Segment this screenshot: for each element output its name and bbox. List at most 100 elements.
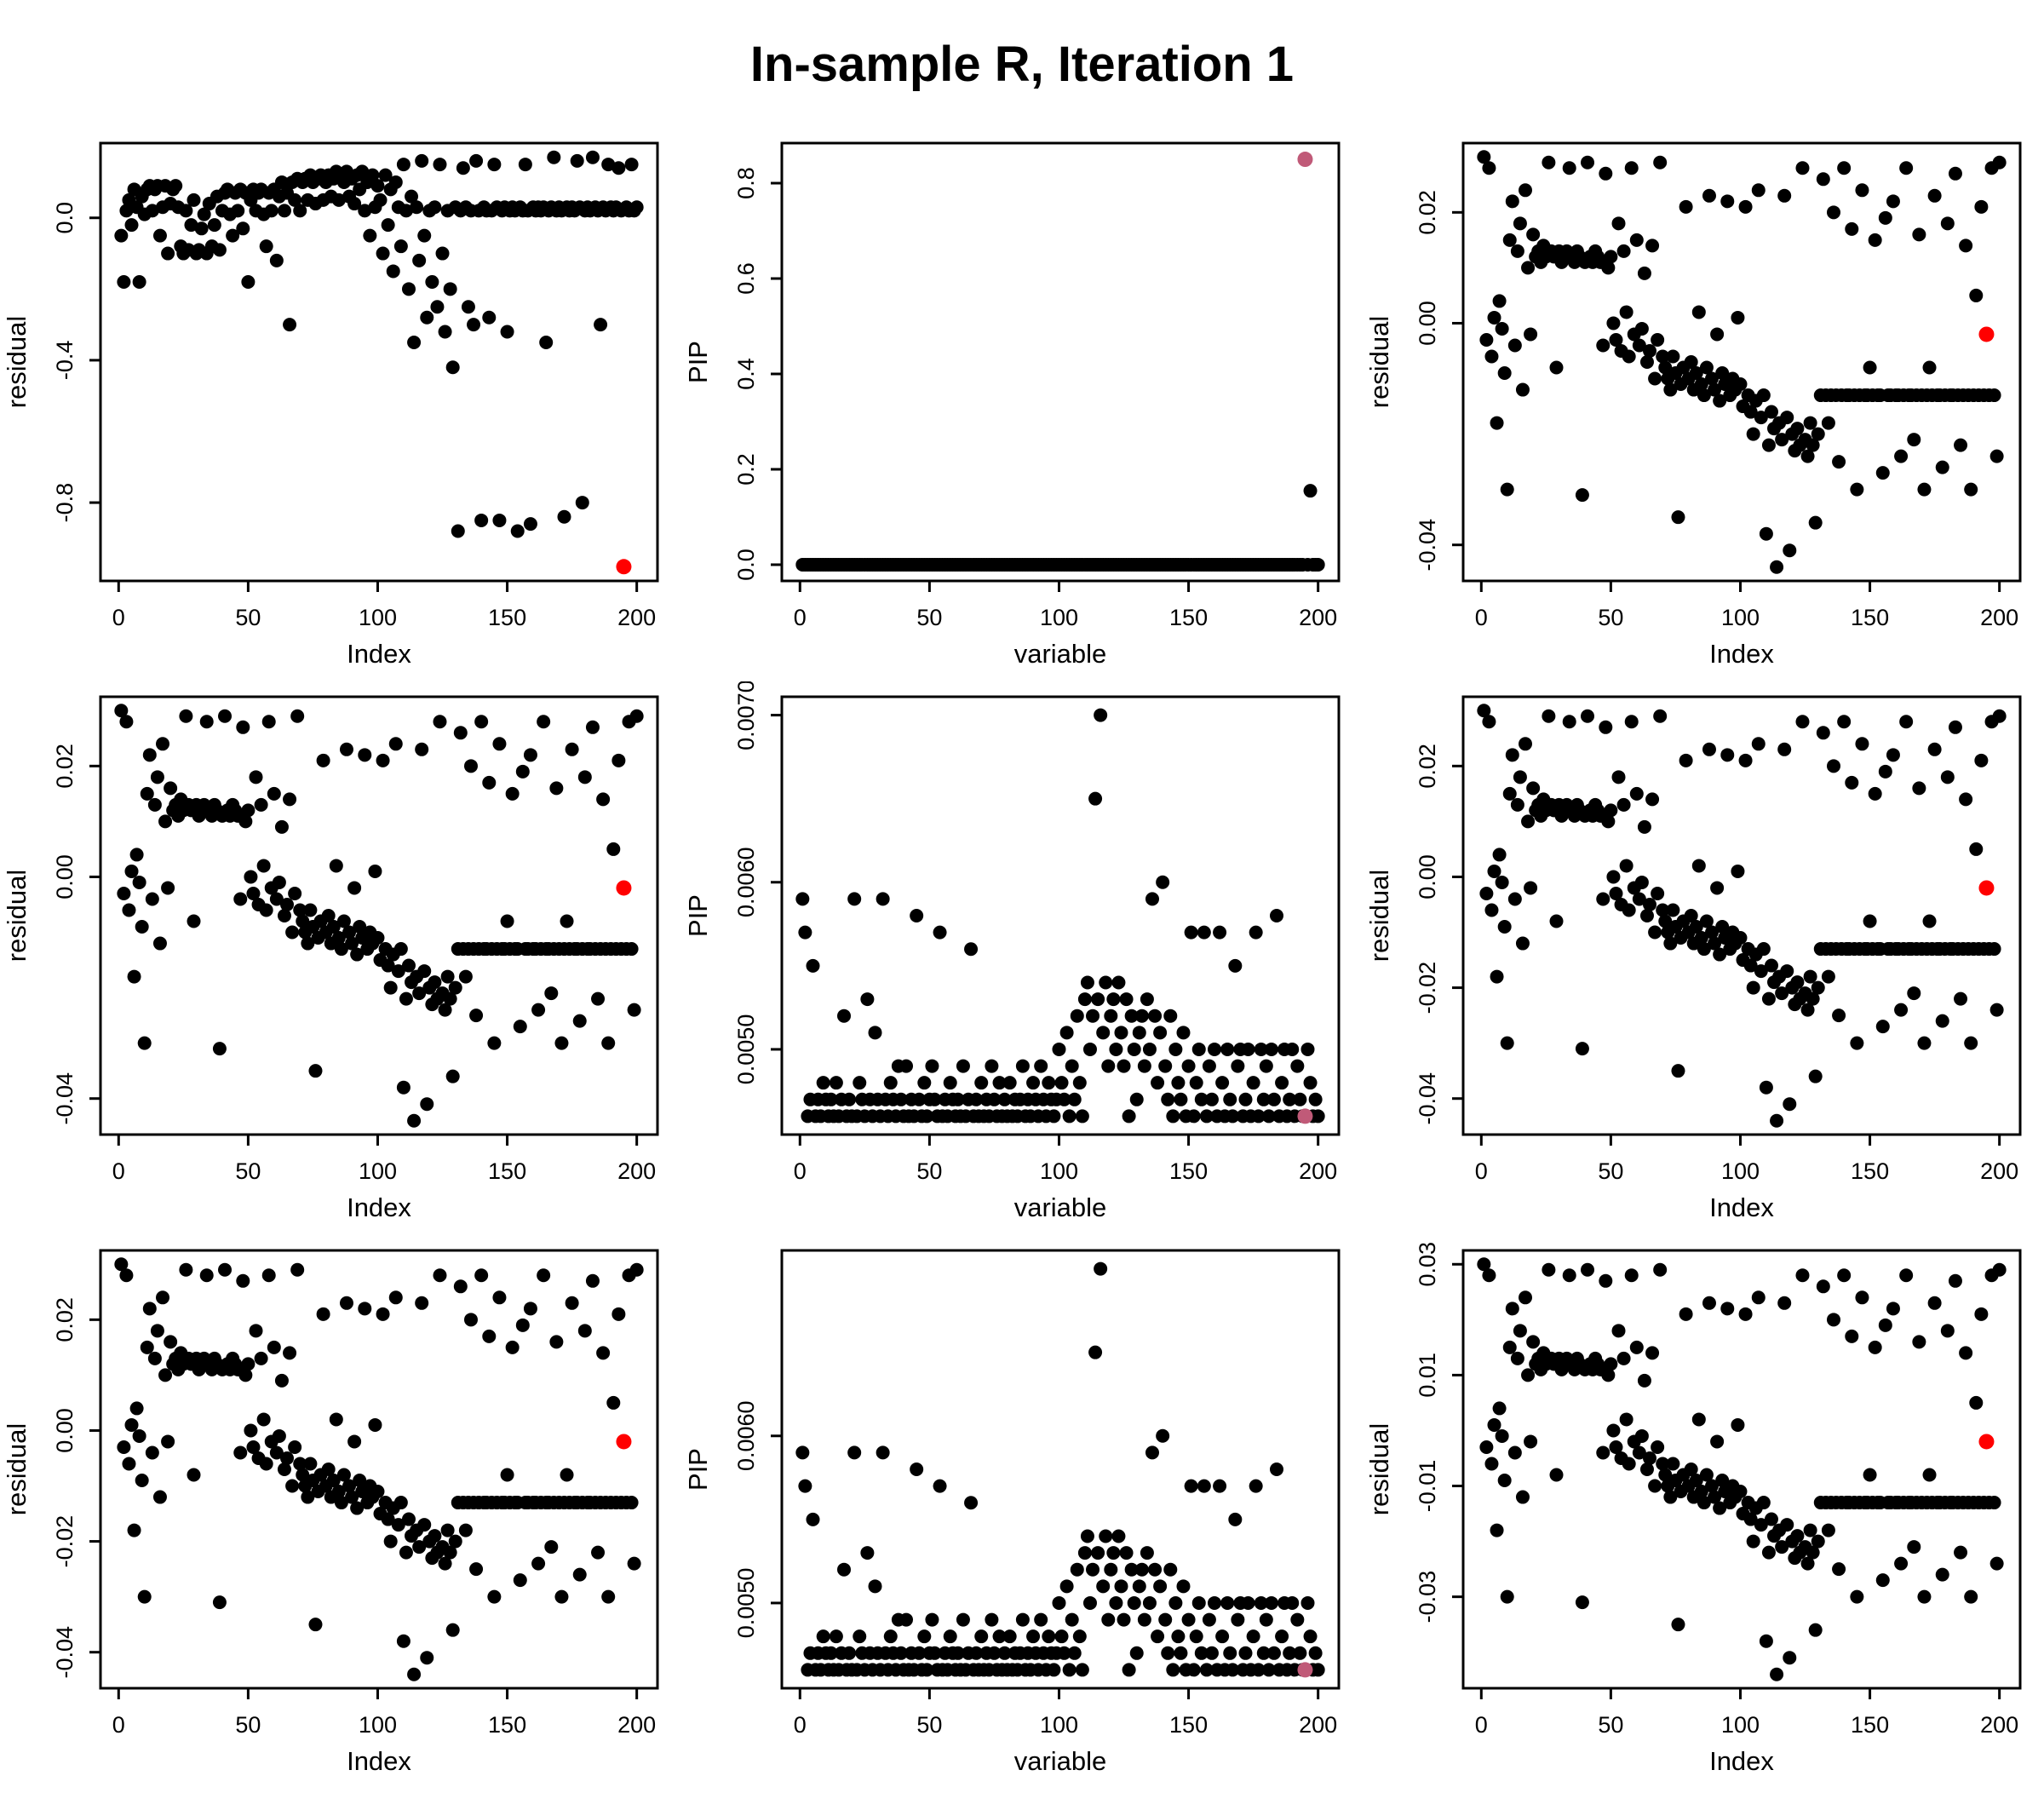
x-tick-label: 100 xyxy=(359,1158,397,1184)
x-tick-label: 50 xyxy=(1598,605,1623,630)
y-tick-label: 0.03 xyxy=(1415,1242,1440,1287)
x-axis: 0 50 100 150 200 xyxy=(1475,1135,2018,1184)
data-points xyxy=(1477,1257,2007,1681)
highlight-point xyxy=(1978,880,1995,896)
x-axis-label: Index xyxy=(1709,1746,1774,1776)
x-axis: 0 50 100 150 200 xyxy=(1475,581,2018,630)
x-tick-label: 0 xyxy=(112,1158,125,1184)
plot-residual-vs-index-1: 0 50 100 150 200 0.0 -0.4 -0.8 Index residual xyxy=(0,128,681,681)
scatter-canvas-residual-vs-index-4: 0 50 100 150 200 0.02 0.00 -0.02 -0.04 Index resid… xyxy=(1364,695,2022,1222)
data-points xyxy=(114,704,644,1128)
y-tick-label: 0.00 xyxy=(1415,301,1440,346)
y-tick-label: 0.00 xyxy=(52,1408,78,1453)
x-tick-label: 200 xyxy=(1299,1158,1337,1184)
x-tick-label: 100 xyxy=(1721,1158,1760,1184)
y-axis-label: residual xyxy=(2,870,32,963)
y-tick-label: -0.04 xyxy=(52,1626,78,1679)
scatter-canvas-residual-vs-index-1: 0 50 100 150 200 0.0 -0.4 -0.8 Index residual xyxy=(2,141,659,669)
y-tick-label: 0.02 xyxy=(1415,190,1440,235)
plot-box xyxy=(1461,141,2022,583)
x-axis: 0 50 100 150 200 xyxy=(112,1688,656,1738)
highlight-point xyxy=(616,559,632,575)
scatter-canvas-pip-vs-variable-1: 0 50 100 150 200 0.0 0.2 0.4 0.6 0.8 variable PIP xyxy=(683,141,1341,669)
x-tick-label: 50 xyxy=(916,605,942,630)
plot-box xyxy=(780,141,1341,583)
y-axis-label: PIP xyxy=(683,894,713,937)
highlight-point xyxy=(1978,326,1995,342)
x-tick-label: 0 xyxy=(1475,1158,1488,1184)
x-tick-label: 150 xyxy=(488,1712,526,1738)
plot-box xyxy=(780,1249,1341,1690)
y-tick-label: 0.2 xyxy=(733,453,759,486)
x-tick-label: 150 xyxy=(1851,1158,1889,1184)
y-axis: 0.0050 0.0060 xyxy=(733,1400,782,1638)
x-tick-label: 150 xyxy=(1169,1712,1208,1738)
x-tick-label: 200 xyxy=(617,1712,656,1738)
data-points xyxy=(114,150,644,574)
scatter-canvas-residual-vs-index-6: 0 50 100 150 200 0.03 0.01 -0.01 -0.03 Index resid… xyxy=(1364,1242,2022,1776)
x-axis: 0 50 100 150 200 xyxy=(112,581,656,630)
x-tick-label: 200 xyxy=(1299,605,1337,630)
x-axis-label: variable xyxy=(1014,1746,1107,1776)
plot-box xyxy=(780,695,1341,1136)
highlight-point xyxy=(1978,1434,1995,1450)
y-tick-label: 0.0 xyxy=(733,549,759,581)
x-tick-label: 0 xyxy=(112,1712,125,1738)
y-axis: 0.0050 0.0060 0.0070 xyxy=(733,680,782,1084)
data-points xyxy=(1477,704,2007,1128)
x-axis: 0 50 100 150 200 xyxy=(794,581,1337,630)
x-tick-label: 100 xyxy=(359,1712,397,1738)
x-tick-label: 100 xyxy=(359,605,397,630)
scatter-canvas-pip-vs-variable-3: 0 50 100 150 200 0.0050 0.0060 variable PIP xyxy=(683,1249,1341,1776)
x-tick-label: 0 xyxy=(794,1158,807,1184)
y-tick-label: 0.6 xyxy=(733,262,759,295)
x-axis: 0 50 100 150 200 xyxy=(794,1688,1337,1738)
y-tick-label: 0.0050 xyxy=(733,1568,759,1639)
y-tick-label: 0.0060 xyxy=(733,847,759,917)
plot-pip-vs-variable-3: 0 50 100 150 200 0.0050 0.0060 variable PIP xyxy=(681,1235,1363,1789)
x-tick-label: 50 xyxy=(916,1712,942,1738)
y-axis: 0.02 0.00 -0.04 xyxy=(52,744,100,1124)
y-tick-label: -0.4 xyxy=(52,341,78,381)
y-tick-label: 0.0070 xyxy=(733,681,759,750)
chart-title: In-sample R, Iteration 1 xyxy=(749,36,1295,92)
scatter-canvas-residual-vs-index-3: 0 50 100 150 200 0.02 0.00 -0.04 Index residual xyxy=(2,695,659,1222)
x-tick-label: 200 xyxy=(1980,1712,2018,1738)
plot-grid: 0 50 100 150 200 0.0 -0.4 -0.8 Index residual 0 50 1… xyxy=(0,128,2044,1789)
x-axis-label: Index xyxy=(1709,1192,1774,1222)
x-tick-label: 150 xyxy=(1169,605,1208,630)
highlight-point xyxy=(616,1434,632,1450)
plot-residual-vs-index-5: 0 50 100 150 200 0.02 0.00 -0.02 -0.04 Index resid… xyxy=(0,1235,681,1789)
x-tick-label: 200 xyxy=(1980,605,2018,630)
x-tick-label: 0 xyxy=(112,605,125,630)
y-axis: 0.02 0.00 -0.04 xyxy=(1415,190,1463,571)
x-tick-label: 50 xyxy=(1598,1158,1623,1184)
data-points xyxy=(114,1257,644,1681)
x-axis: 0 50 100 150 200 xyxy=(112,1135,656,1184)
y-tick-label: -0.04 xyxy=(1415,519,1440,572)
x-axis-label: Index xyxy=(347,1746,411,1776)
plot-pip-vs-variable-2: 0 50 100 150 200 0.0050 0.0060 0.0070 variable PI… xyxy=(681,680,1363,1235)
y-tick-label: -0.03 xyxy=(1415,1571,1440,1623)
y-tick-label: 0.02 xyxy=(52,744,78,789)
y-tick-label: 0.02 xyxy=(52,1297,78,1342)
x-tick-label: 200 xyxy=(617,1158,656,1184)
y-tick-label: 0.8 xyxy=(733,167,759,199)
y-axis: 0.02 0.00 -0.02 -0.04 xyxy=(52,1297,100,1678)
x-tick-label: 50 xyxy=(1598,1712,1623,1738)
x-tick-label: 100 xyxy=(1040,605,1078,630)
x-axis: 0 50 100 150 200 xyxy=(1475,1688,2018,1738)
y-tick-label: 0.01 xyxy=(1415,1353,1440,1398)
y-axis-label: residual xyxy=(1364,870,1394,963)
y-tick-label: -0.02 xyxy=(52,1515,78,1568)
plot-box xyxy=(99,141,659,583)
y-axis-label: residual xyxy=(1364,316,1394,409)
y-axis: 0.0 -0.4 -0.8 xyxy=(52,202,100,522)
x-axis-label: variable xyxy=(1014,1192,1107,1222)
plot-box xyxy=(99,1249,659,1690)
x-tick-label: 50 xyxy=(916,1158,942,1184)
data-points xyxy=(795,1261,1325,1677)
x-tick-label: 150 xyxy=(1851,605,1889,630)
data-points xyxy=(795,708,1325,1123)
plot-box xyxy=(1461,695,2022,1136)
